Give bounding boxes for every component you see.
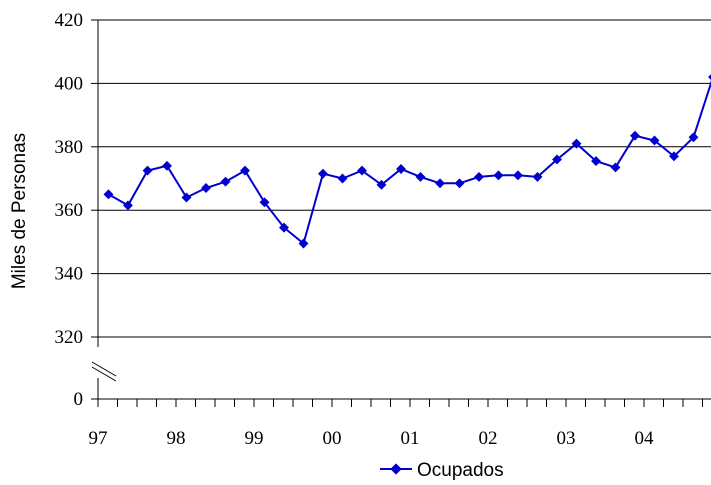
y-axis-title: Miles de Personas: [9, 133, 30, 289]
data-point: [454, 178, 465, 189]
data-point: [181, 192, 192, 203]
data-point: [259, 197, 270, 208]
data-point: [591, 156, 601, 167]
data-point: [474, 171, 484, 182]
legend: Ocupados: [380, 460, 504, 481]
data-point: [279, 222, 289, 233]
data-point: [688, 132, 699, 143]
y-tick-label: 420: [55, 10, 84, 31]
data-point: [435, 178, 445, 189]
axes: [91, 19, 711, 407]
data-point: [220, 176, 231, 187]
x-tick-label: 00: [323, 428, 342, 449]
data-point: [610, 162, 621, 173]
data-point: [337, 173, 348, 184]
y-tick-labels: 420 400 380 360 340 320 0: [55, 10, 84, 410]
data-point: [376, 179, 387, 190]
data-point: [298, 238, 309, 249]
data-point: [123, 200, 133, 211]
y-tick-label: 340: [55, 264, 84, 285]
y-tick-label: 0: [74, 389, 84, 410]
x-tick-label: 02: [479, 428, 498, 449]
y-tick-label: 380: [55, 137, 84, 158]
data-point: [240, 165, 250, 176]
y-tick-label: 400: [55, 73, 84, 94]
x-tick-label: 98: [167, 428, 186, 449]
y-tick-label: 360: [55, 200, 84, 221]
data-point: [630, 130, 640, 141]
axis-break-mark: [91, 361, 117, 377]
x-tick-label: 01: [401, 428, 420, 449]
data-point: [415, 171, 426, 182]
data-point: [318, 168, 328, 179]
x-tick-label: 04: [635, 428, 655, 449]
data-point: [357, 165, 367, 176]
gridlines: [98, 19, 711, 338]
axis-break-mark: [91, 366, 117, 382]
data-point: [162, 160, 172, 171]
x-tick-label: 99: [245, 428, 264, 449]
data-point: [142, 165, 153, 176]
legend-label-ocupados: Ocupados: [417, 460, 504, 481]
data-point: [103, 189, 114, 200]
data-point: [396, 164, 406, 174]
data-point: [513, 170, 523, 181]
y-tick-label: 320: [55, 327, 84, 348]
x-tick-label: 97: [89, 428, 108, 449]
data-point: [493, 170, 504, 181]
x-tick-label: 03: [557, 428, 576, 449]
series-line-ocupados: [108, 80, 711, 246]
data-point: [571, 138, 582, 149]
series-ocupados: [103, 72, 711, 249]
data-point: [201, 183, 211, 193]
x-tick-labels: 97 98 99 00 01 02 03 04: [89, 428, 655, 449]
legend-marker-swatch: [390, 463, 402, 475]
